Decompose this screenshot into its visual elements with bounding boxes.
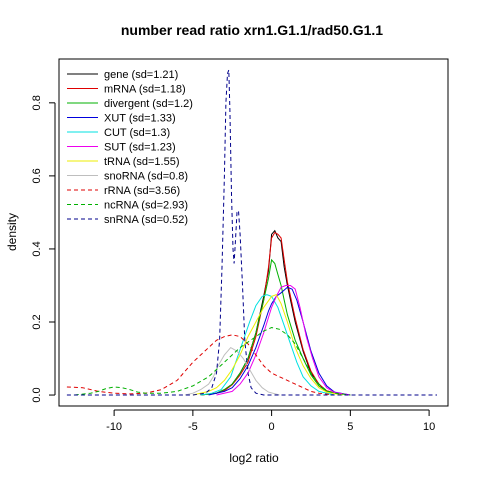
legend-label-1: mRNA (sd=1.18) [104, 84, 186, 96]
series-line-4 [200, 294, 335, 396]
x-tick-label-2: 0 [269, 421, 275, 433]
chart-title: number read ratio xrn1.G1.1/rad50.G1.1 [121, 22, 383, 38]
legend-label-3: XUT (sd=1.33) [104, 113, 176, 125]
y-tick-label-0: 0.0 [31, 387, 43, 402]
legend-label-8: rRNA (sd=3.56) [104, 185, 180, 197]
legend-label-6: tRNA (sd=1.55) [104, 156, 180, 168]
x-tick-label-0: -10 [106, 421, 122, 433]
series-line-1 [200, 231, 343, 396]
series-line-6 [192, 293, 343, 396]
plot-frame [58, 58, 449, 407]
series-lines [66, 69, 437, 396]
x-tick-label-1: -5 [188, 421, 198, 433]
legend-label-5: SUT (sd=1.23) [104, 142, 176, 154]
y-tick-label-2: 0.4 [31, 241, 43, 256]
x-tick-label-3: 5 [347, 421, 353, 433]
axes: -10 -5 0 5 10 0.0 0.2 0.4 0.6 0.8 [31, 95, 435, 433]
series-line-9 [74, 326, 351, 396]
series-line-10 [66, 69, 437, 396]
series-line-8 [66, 334, 335, 396]
x-axis-label: log2 ratio [229, 451, 279, 465]
y-tick-label-4: 0.8 [31, 95, 43, 110]
legend-label-10: snRNA (sd=0.52) [104, 214, 188, 226]
legend-label-2: divergent (sd=1.2) [104, 98, 193, 110]
series-line-2 [200, 258, 343, 396]
y-tick-label-3: 0.6 [31, 168, 43, 183]
legend-label-9: ncRNA (sd=2.93) [104, 200, 188, 212]
series-line-7 [184, 346, 280, 396]
legend-label-4: CUT (sd=1.3) [104, 127, 170, 139]
series-line-3 [208, 286, 351, 396]
legend-label-0: gene (sd=1.21) [104, 69, 178, 81]
legend: gene (sd=1.21) mRNA (sd=1.18) divergent (s… [67, 69, 193, 226]
y-axis-label: density [5, 213, 19, 251]
legend-label-7: snoRNA (sd=0.8) [104, 171, 188, 183]
x-tick-label-4: 10 [423, 421, 435, 433]
y-tick-label-1: 0.2 [31, 314, 43, 329]
